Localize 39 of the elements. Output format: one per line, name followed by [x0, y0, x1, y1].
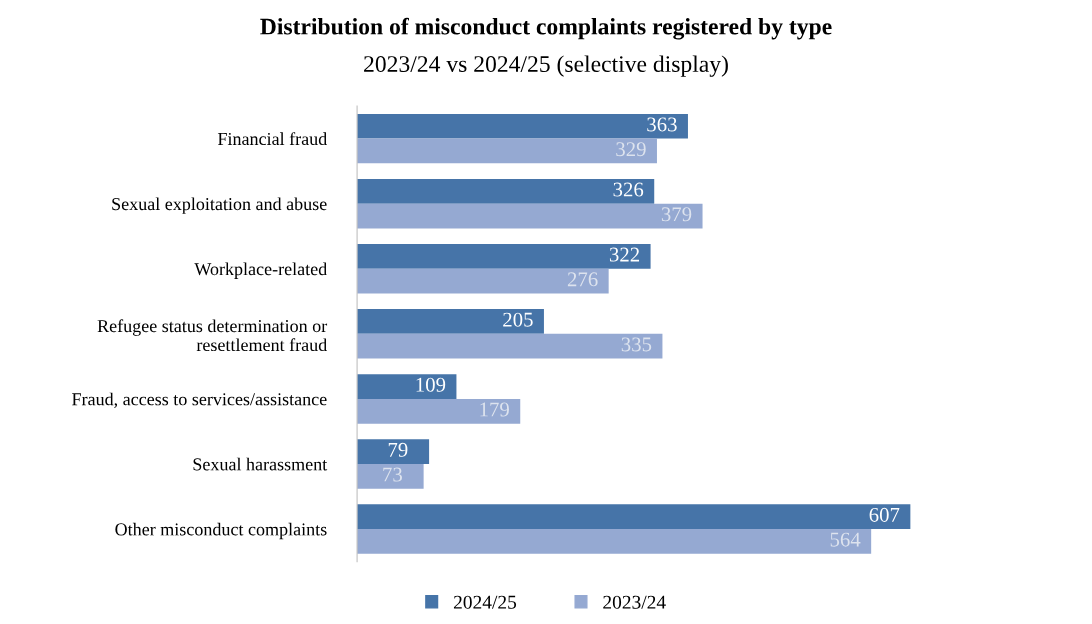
data-label: 179	[480, 402, 509, 417]
y-tick-label: Fraud, access to services/assistance	[72, 392, 327, 408]
data-label: 79	[388, 442, 408, 457]
bar	[357, 333, 663, 359]
bar	[357, 138, 657, 164]
bar	[357, 374, 457, 399]
bar	[357, 268, 609, 294]
bar	[357, 398, 521, 424]
data-label: 109	[416, 377, 446, 392]
bar	[357, 203, 703, 229]
bar	[357, 529, 872, 554]
bar	[357, 309, 544, 334]
data-label: 326	[613, 182, 644, 197]
data-label: 363	[647, 117, 677, 132]
bar	[357, 113, 688, 139]
y-tick-label: Other misconduct complaints	[115, 522, 327, 540]
legend-label: 2023/24	[603, 595, 666, 609]
data-label: 564	[830, 532, 861, 547]
y-tick-label: Sexual exploitation and abuse	[112, 197, 327, 214]
y-tick-label: Workplace-related	[194, 262, 327, 279]
legend-label: 2024/25	[453, 595, 517, 609]
y-tick-label: Sexual harassment	[193, 457, 328, 471]
bar	[357, 463, 424, 489]
y-tick-label: Refugee status determination or resettlement fraud	[97, 319, 328, 352]
data-label: 607	[869, 507, 900, 522]
data-label: 335	[621, 337, 652, 352]
data-label: 205	[503, 312, 533, 327]
data-label: 73	[383, 467, 402, 482]
y-tick-label: Financial fraud	[217, 132, 327, 146]
bar	[357, 244, 651, 269]
data-label: 379	[661, 207, 692, 222]
chart-title: Distribution of misconduct complaints registered by type	[260, 17, 832, 40]
data-label: 276	[567, 272, 598, 287]
data-label: 329	[616, 142, 646, 157]
data-label: 322	[609, 247, 640, 262]
bar	[357, 178, 655, 204]
bar	[357, 504, 911, 530]
chart-subtitle: 2023/24 vs 2024/25 (selective display)	[364, 55, 728, 77]
bar	[357, 439, 430, 464]
